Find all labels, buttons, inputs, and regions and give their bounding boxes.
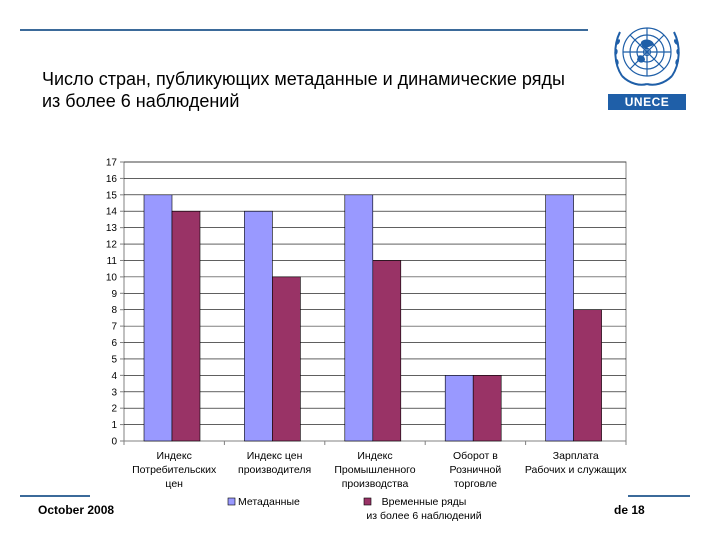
x-axis-labels: Индекс Потребительских цен Индекс цен произв… <box>123 441 628 490</box>
bottom-rule-right <box>628 495 690 497</box>
legend-swatch-timeseries <box>363 497 372 506</box>
y-tick-label: 16 <box>106 174 118 185</box>
bar <box>244 210 273 442</box>
y-tick-label: 8 <box>111 305 117 316</box>
legend-label-timeseries: Временные ряды <box>382 496 467 508</box>
legend-label-metadata: Метаданные <box>238 496 300 508</box>
title-line-1: Число стран, публикующих метаданные и ди… <box>42 69 565 89</box>
bar <box>272 276 301 442</box>
x-category-label: Розничной <box>450 464 502 476</box>
x-category-label: Промышленного <box>334 464 415 476</box>
bar <box>171 210 201 442</box>
top-rule <box>20 29 588 31</box>
bottom-rule-left <box>20 495 90 497</box>
y-tick-label: 10 <box>106 272 118 283</box>
y-tick-label: 0 <box>111 437 117 448</box>
y-tick-label: 5 <box>111 354 117 365</box>
bar <box>444 375 474 442</box>
y-tick-label: 11 <box>107 256 118 267</box>
bar <box>545 194 574 442</box>
footer-slide-number: de 18 <box>614 503 645 517</box>
y-tick-label: 2 <box>111 404 117 415</box>
y-tick-label: 14 <box>106 207 118 218</box>
y-tick-label: 13 <box>106 223 118 234</box>
y-tick-label: 7 <box>111 322 117 333</box>
bar <box>472 375 502 442</box>
x-category-label: производителя <box>238 464 311 476</box>
logo-text: UNECE <box>608 94 686 110</box>
x-category-label: Индекс <box>357 450 392 462</box>
un-emblem-graphic <box>614 27 680 86</box>
x-category-label: Зарплата <box>553 450 599 462</box>
bar <box>143 194 173 442</box>
un-emblem-icon: UNECE <box>608 12 686 110</box>
legend: Метаданные Временные ряды из более 6 наблю… <box>227 496 482 522</box>
bar <box>344 194 374 442</box>
y-tick-label: 6 <box>111 338 117 349</box>
y-tick-label: 15 <box>106 190 118 201</box>
x-category-label: Индекс цен <box>247 450 303 462</box>
x-category-label: производства <box>342 478 409 490</box>
legend-swatch-metadata <box>227 497 236 506</box>
x-category-label: Оборот в <box>453 450 498 462</box>
x-category-label: Рабочих и служащих <box>525 464 628 476</box>
bars <box>143 194 602 442</box>
y-tick-label: 4 <box>111 371 117 382</box>
y-tick-label: 3 <box>111 387 117 398</box>
y-tick-label: 12 <box>106 240 118 251</box>
y-tick-label: 1 <box>111 420 117 431</box>
legend-label-timeseries: из более 6 наблюдений <box>366 510 481 522</box>
x-category-label: Потребительских <box>132 464 217 476</box>
x-category-label: Индекс <box>157 450 192 462</box>
x-category-label: цен <box>165 478 183 490</box>
y-tick-label: 17 <box>106 158 118 169</box>
bar <box>372 260 402 442</box>
y-tick-label: 9 <box>111 289 117 300</box>
footer-date: October 2008 <box>38 503 115 517</box>
bar <box>573 309 602 442</box>
slide-title: Число стран, публикующих метаданные и ди… <box>42 68 602 112</box>
title-line-2: из более 6 наблюдений <box>42 91 240 111</box>
x-category-label: торговле <box>454 478 497 490</box>
